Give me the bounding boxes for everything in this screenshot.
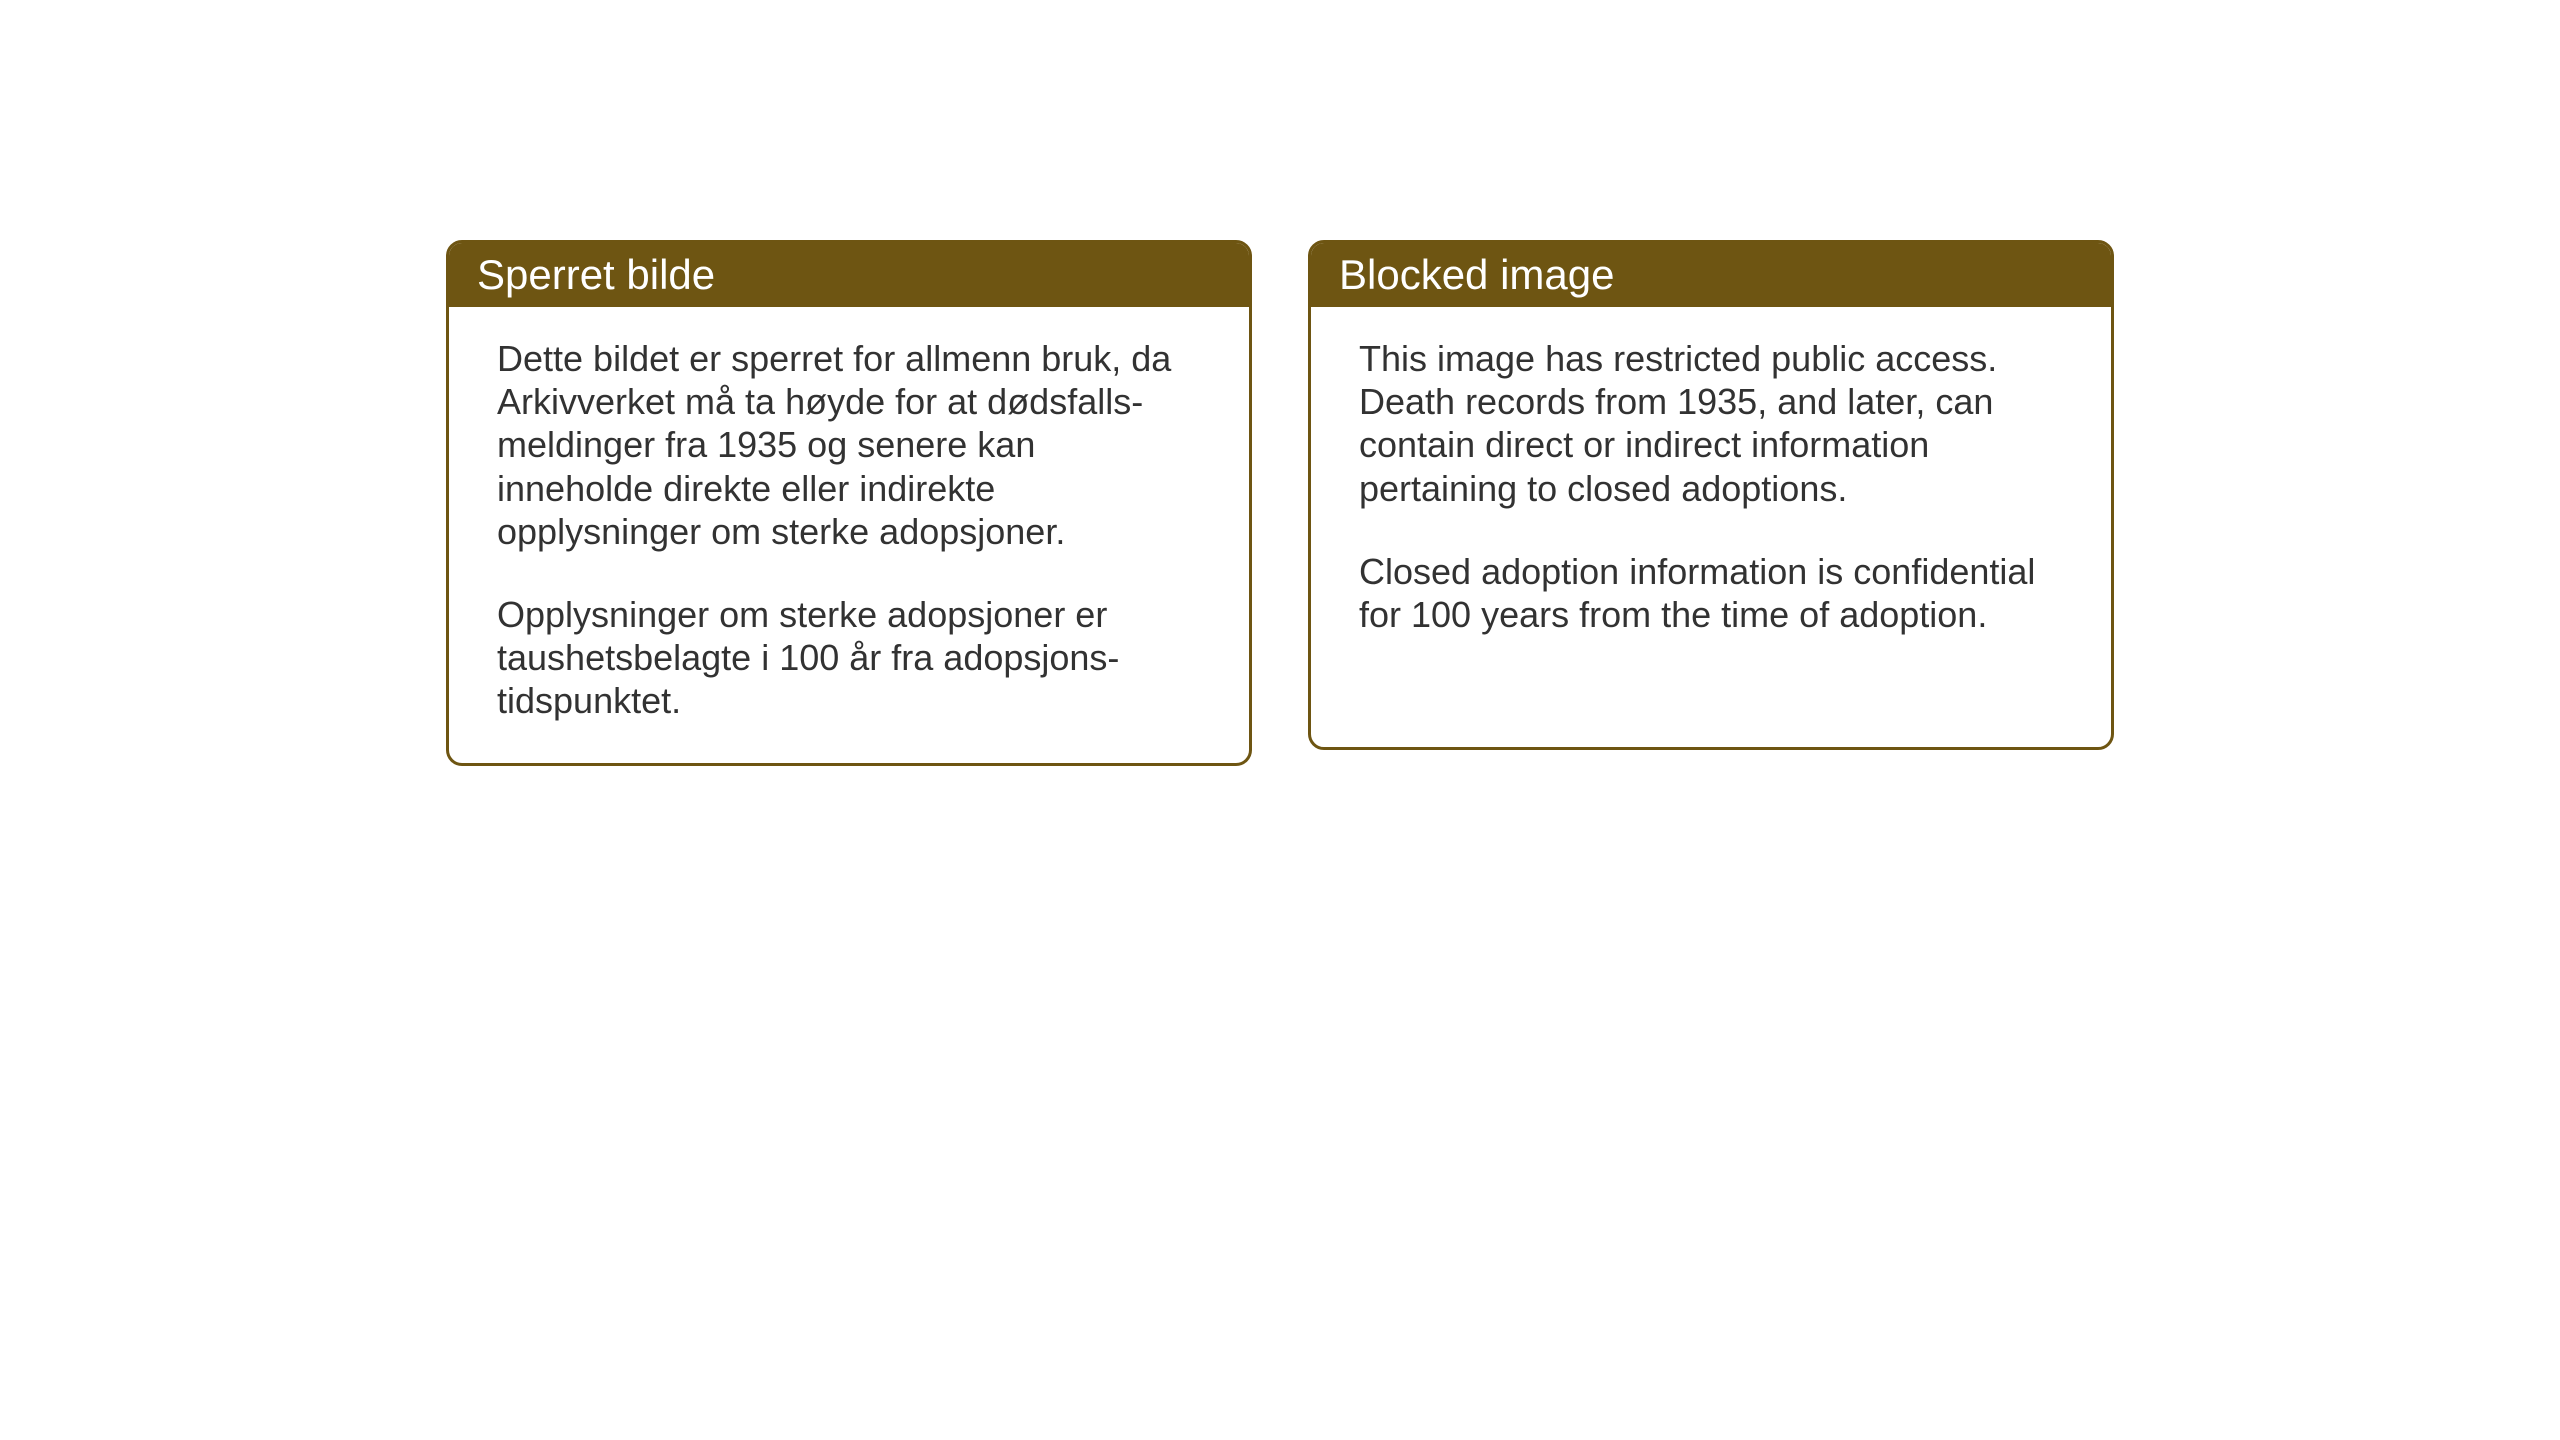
notice-title-english: Blocked image xyxy=(1339,251,1614,298)
notice-body-english: This image has restricted public access.… xyxy=(1311,307,2111,676)
notice-body-norwegian: Dette bildet er sperret for allmenn bruk… xyxy=(449,307,1249,763)
notice-container: Sperret bilde Dette bildet er sperret fo… xyxy=(446,240,2114,766)
notice-box-english: Blocked image This image has restricted … xyxy=(1308,240,2114,750)
notice-box-norwegian: Sperret bilde Dette bildet er sperret fo… xyxy=(446,240,1252,766)
notice-header-english: Blocked image xyxy=(1311,243,2111,307)
notice-paragraph-1-norwegian: Dette bildet er sperret for allmenn bruk… xyxy=(497,337,1201,553)
notice-title-norwegian: Sperret bilde xyxy=(477,251,715,298)
notice-header-norwegian: Sperret bilde xyxy=(449,243,1249,307)
notice-paragraph-1-english: This image has restricted public access.… xyxy=(1359,337,2063,510)
notice-paragraph-2-english: Closed adoption information is confident… xyxy=(1359,550,2063,636)
notice-paragraph-2-norwegian: Opplysninger om sterke adopsjoner er tau… xyxy=(497,593,1201,723)
